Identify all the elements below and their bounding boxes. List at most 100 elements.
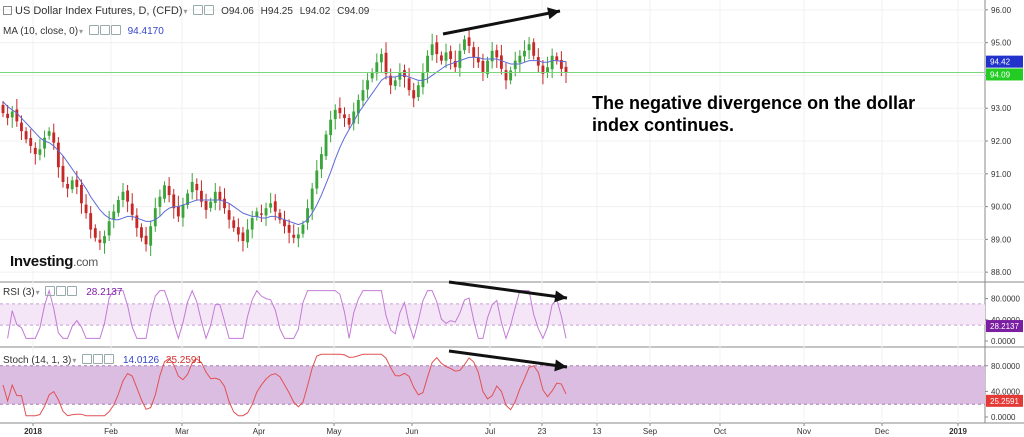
price-divergence-arrow-head xyxy=(547,7,560,20)
rsi-label[interactable]: RSI (3) xyxy=(3,287,35,298)
x-tick-label: Feb xyxy=(104,427,118,436)
candle-body xyxy=(393,80,397,86)
candle-body xyxy=(375,62,379,74)
candle-body xyxy=(370,72,374,79)
candle-body xyxy=(472,47,476,58)
candle-body xyxy=(449,51,453,60)
close-icon[interactable] xyxy=(110,25,121,35)
ma-price-badge xyxy=(986,55,1023,68)
candle-body xyxy=(61,165,65,182)
candle-body xyxy=(467,37,471,46)
candle-body xyxy=(416,85,420,98)
y-tick-label: 93.00 xyxy=(991,104,1012,113)
candle-body xyxy=(227,210,231,220)
candle-body xyxy=(319,154,323,170)
candle-body xyxy=(66,183,70,189)
close-icon[interactable] xyxy=(67,286,78,296)
candle-body xyxy=(89,213,93,230)
chevron-down-icon[interactable]: ▾ xyxy=(79,27,84,36)
investing-logo: Investing.com xyxy=(10,253,98,270)
high-value: 94.25 xyxy=(267,6,293,17)
candle-body xyxy=(153,208,157,227)
candle-body xyxy=(112,211,116,220)
eye-icon[interactable] xyxy=(82,354,93,364)
chevron-down-icon[interactable]: ▾ xyxy=(183,7,188,16)
candle-body xyxy=(15,109,19,122)
eye-icon[interactable] xyxy=(45,286,56,296)
candle-body xyxy=(347,118,351,125)
stoch-line xyxy=(2,353,567,417)
x-tick-label: 2018 xyxy=(24,427,42,436)
logo-brand: Investing xyxy=(10,253,74,270)
stoch-k-value: 14.0126 xyxy=(122,355,160,366)
x-tick-label: Sep xyxy=(643,427,658,436)
symbol-title[interactable]: US Dollar Index Futures, D, (CFD) xyxy=(15,5,183,17)
candle-body xyxy=(121,191,125,201)
chevron-down-icon[interactable]: ▾ xyxy=(35,288,40,297)
settings-icon[interactable] xyxy=(204,5,215,15)
collapse-icon[interactable] xyxy=(3,6,12,15)
candle-body xyxy=(550,55,554,70)
candle-body xyxy=(412,90,416,99)
open-value: 94.06 xyxy=(228,6,254,17)
candle-body xyxy=(195,183,199,191)
candle-body xyxy=(324,134,328,157)
candle-body xyxy=(458,50,462,68)
candle-body xyxy=(163,185,166,199)
candle-body xyxy=(218,191,222,201)
ma-label[interactable]: MA (10, close, 0) xyxy=(3,26,79,37)
candle-body xyxy=(476,57,480,63)
candle-body xyxy=(564,66,568,73)
candle-body xyxy=(481,60,485,73)
candle-body xyxy=(444,52,448,61)
close-value: 94.09 xyxy=(344,6,370,17)
eye-icon[interactable] xyxy=(193,5,204,15)
rsi-band xyxy=(0,303,985,326)
candle-body xyxy=(499,55,503,69)
x-tick-label: Jun xyxy=(406,427,419,436)
candle-body xyxy=(269,203,273,208)
candle-body xyxy=(232,220,236,228)
candle-body xyxy=(310,188,314,210)
stoch-d-value: 25.2591 xyxy=(165,355,203,366)
stoch-y-tick-label: 0.0000 xyxy=(991,413,1016,422)
stoch-band xyxy=(0,365,985,405)
candle-body xyxy=(47,131,51,136)
candle-body xyxy=(555,56,559,61)
stoch-divergence-arrow xyxy=(448,349,568,369)
settings-icon[interactable] xyxy=(93,354,104,364)
close-label: C xyxy=(337,6,345,17)
candle-body xyxy=(209,201,213,208)
ma-line xyxy=(2,56,567,226)
candle-body xyxy=(250,218,254,230)
candle-body xyxy=(98,239,102,243)
stoch-label[interactable]: Stoch (14, 1, 3) xyxy=(3,355,72,366)
candle-body xyxy=(223,198,226,209)
stoch-divergence-arrow-head xyxy=(554,359,567,372)
settings-icon[interactable] xyxy=(56,286,67,296)
chevron-down-icon[interactable]: ▾ xyxy=(72,356,77,365)
candle-body xyxy=(361,90,365,101)
candle-body xyxy=(264,208,268,216)
settings-icon[interactable] xyxy=(99,25,110,35)
candle-body xyxy=(338,107,342,114)
candle-body xyxy=(93,228,97,238)
close-icon[interactable] xyxy=(104,354,115,364)
eye-icon[interactable] xyxy=(88,25,99,35)
candle-body xyxy=(541,65,545,74)
y-tick-label: 92.00 xyxy=(991,137,1012,146)
stoch-legend: Stoch (14, 1, 3)▾ 14.0126 25.2591 xyxy=(3,354,202,366)
candle-body xyxy=(52,132,56,143)
candle-body xyxy=(213,191,217,203)
candle-body xyxy=(532,42,536,56)
candle-body xyxy=(439,55,443,61)
candle-body xyxy=(167,185,171,196)
rsi-divergence-arrow xyxy=(448,280,568,300)
rsi-value-badge-text: 28.2137 xyxy=(990,322,1019,331)
candle-body xyxy=(33,147,37,155)
candle-body xyxy=(200,190,203,202)
candle-body xyxy=(84,204,88,214)
candle-body xyxy=(236,227,240,235)
candle-body xyxy=(486,60,489,75)
